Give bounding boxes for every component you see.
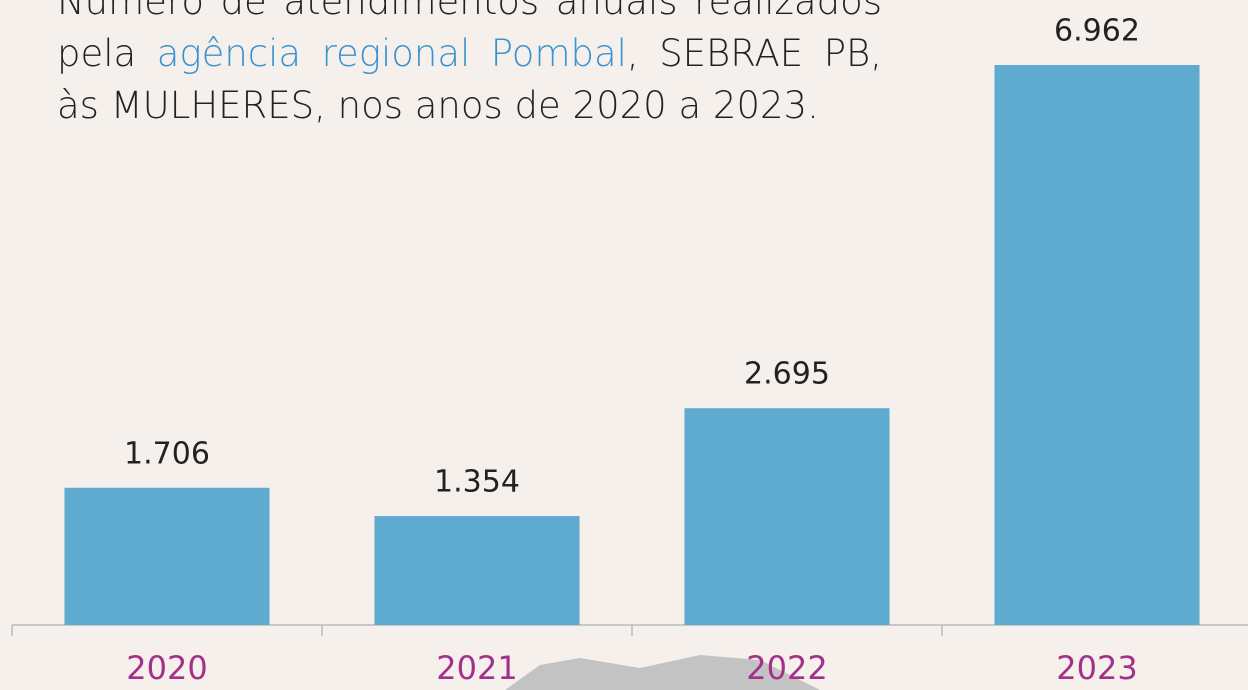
decoration	[505, 655, 820, 690]
x-tick-label: 2022	[746, 649, 827, 687]
bar	[374, 516, 580, 625]
bar	[994, 65, 1200, 625]
title-highlight: agência regional Pombal	[156, 32, 627, 75]
value-label: 1.354	[434, 465, 520, 500]
value-label: 2.695	[744, 357, 830, 392]
title-text: , SEBRAE PB, às MULHERES, nos anos de 20…	[57, 32, 882, 127]
x-tick-label: 2021	[436, 649, 517, 687]
bar	[684, 408, 890, 625]
bar	[64, 487, 270, 625]
x-tick-label: 2023	[1056, 649, 1137, 687]
value-label: 6.962	[1054, 14, 1140, 49]
value-label: 1.706	[124, 436, 210, 471]
title-text: Número de atendimentos anuais realizados…	[57, 0, 882, 75]
chart-title: Número de atendimentos anuais realizados…	[57, 0, 882, 132]
x-tick-label: 2020	[126, 649, 207, 687]
